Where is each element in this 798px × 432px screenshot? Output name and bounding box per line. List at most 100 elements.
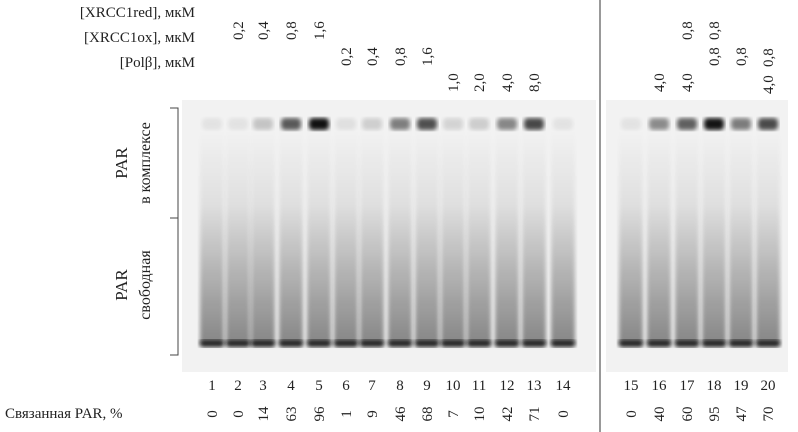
lane-smear [279,130,303,345]
lane-smear [756,130,780,345]
complex-band [336,118,356,130]
row-label: [XRCC1ox], мкМ [84,30,195,46]
complex-band [758,118,778,130]
free-band [200,340,224,347]
complex-band [731,118,751,130]
bound-value: 95 [707,407,723,422]
free-band [756,340,780,347]
lane-number: 6 [342,378,350,394]
lane-number: 14 [556,378,572,394]
lane-number: 4 [287,378,295,394]
side-label: в комплексе [137,122,154,204]
lane-number: 3 [259,378,267,394]
complex-band [309,118,329,130]
complex-band [253,118,273,130]
free-band [619,340,643,347]
complex-band [228,118,248,130]
concentration: 0,8 [734,47,750,66]
lane-number: 19 [734,378,749,394]
free-band [226,340,250,347]
free-band [441,340,465,347]
free-band [522,340,546,347]
concentration: 0,8 [284,21,300,40]
lane-smear [226,130,250,345]
complex-band [417,118,437,130]
concentration: 0,2 [339,47,355,66]
concentration: 4,0 [500,73,516,92]
lane-number: 13 [527,378,542,394]
free-band [647,340,671,347]
concentration: 8,0 [527,73,543,92]
free-band [388,340,412,347]
side-label: PAR [112,147,131,179]
lane-smear [360,130,384,345]
complex-band [362,118,382,130]
free-band [360,340,384,347]
bound-value: 7 [446,410,462,418]
concentration: 0,8 [707,47,723,66]
free-band [415,340,439,347]
free-band [334,340,358,347]
lane-number: 16 [652,378,668,394]
free-band [467,340,491,347]
lane-number: 8 [396,378,404,394]
bound-value: 60 [680,407,696,422]
bound-value: 40 [652,407,668,422]
complex-band [443,118,463,130]
lane-smear [619,130,643,345]
side-label: свободная [137,250,154,320]
row-label: [Polβ], мкМ [120,55,195,71]
bound-value: 70 [761,407,777,422]
lane-number: 7 [368,378,376,394]
lane-smear [647,130,671,345]
concentration: 0,8 [761,48,777,67]
lane-number: 5 [315,378,323,394]
bound-value: 42 [500,407,516,422]
complex-band [281,118,301,130]
bound-value: 46 [393,406,409,422]
side-label: PAR [112,269,131,301]
lane-smear [551,130,575,345]
concentration: 4,0 [680,73,696,92]
lane-smear [522,130,546,345]
bound-value: 1 [339,410,355,418]
complex-band [202,118,222,130]
lane-smear [415,130,439,345]
concentration: 0,8 [707,21,723,40]
lane-smear [200,130,224,345]
complex-band [704,118,724,130]
concentration: 1,6 [312,21,328,40]
concentration: 0,4 [365,47,381,66]
lane-smear [307,130,331,345]
concentration: 0,4 [256,21,272,40]
concentration: 1,0 [446,73,462,92]
concentration: 0,2 [231,21,247,40]
bound-value: 0 [205,410,221,418]
bound-value: 14 [256,406,272,422]
concentration: 4,0 [652,73,668,92]
lane-number: 18 [707,378,722,394]
lane-smear [675,130,699,345]
free-band [702,340,726,347]
lane-smear [334,130,358,345]
free-band [551,340,575,347]
lane-smear [467,130,491,345]
lane-number: 15 [624,378,639,394]
concentration: 0,8 [393,47,409,66]
bound-value: 96 [312,406,328,422]
complex-band [524,118,544,130]
lane-number: 17 [680,378,696,394]
bracket [170,107,179,356]
lane-number: 12 [500,378,515,394]
lane-smear [441,130,465,345]
bound-value: 68 [420,407,436,422]
bound-value: 10 [472,407,488,422]
lane-number: 9 [423,378,431,394]
lane-smear [388,130,412,345]
lane-number: 20 [761,378,776,394]
complex-band [553,118,573,130]
free-band [729,340,753,347]
concentration: 0,8 [680,21,696,40]
bound-value: 47 [734,406,750,422]
